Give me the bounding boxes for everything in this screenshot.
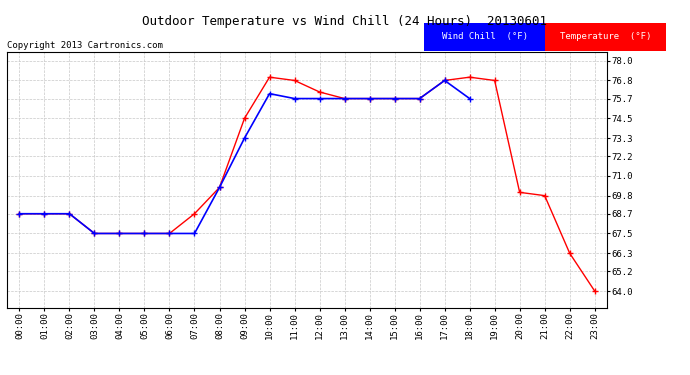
Text: Copyright 2013 Cartronics.com: Copyright 2013 Cartronics.com [7, 41, 163, 50]
Text: Temperature  (°F): Temperature (°F) [560, 32, 651, 41]
Text: Outdoor Temperature vs Wind Chill (24 Hours)  20130601: Outdoor Temperature vs Wind Chill (24 Ho… [143, 15, 547, 28]
Text: Wind Chill  (°F): Wind Chill (°F) [442, 32, 528, 41]
